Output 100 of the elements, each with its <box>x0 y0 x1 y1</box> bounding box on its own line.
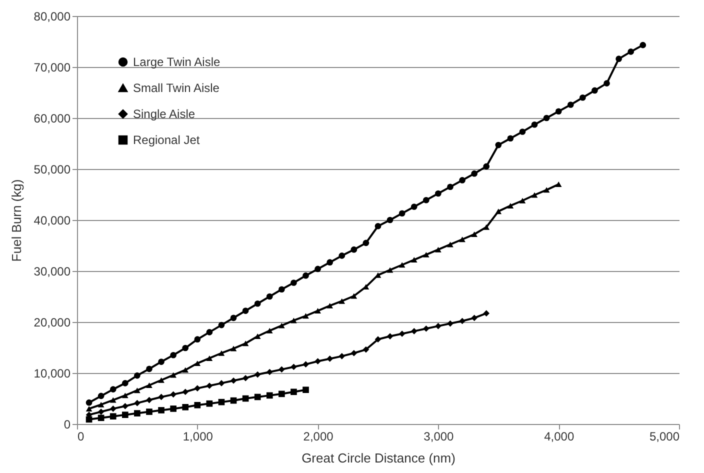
point <box>182 388 189 396</box>
point <box>98 414 104 422</box>
point <box>435 322 442 330</box>
point <box>194 402 201 408</box>
point <box>350 293 358 299</box>
point <box>242 395 249 402</box>
point <box>146 396 152 404</box>
point <box>290 364 297 370</box>
point <box>338 252 346 259</box>
point <box>326 356 333 362</box>
point <box>158 377 164 383</box>
x-tick-label: 2,000 <box>303 430 334 444</box>
point <box>555 182 562 188</box>
point <box>543 187 550 193</box>
y-tick-label: 0 <box>64 418 71 432</box>
point <box>398 210 406 217</box>
point <box>206 382 213 389</box>
point <box>98 392 104 400</box>
point <box>471 170 478 177</box>
point <box>242 340 249 346</box>
point <box>266 392 273 399</box>
point <box>423 196 430 204</box>
point <box>254 394 261 400</box>
point <box>134 400 140 406</box>
point <box>350 350 358 356</box>
point <box>278 390 285 398</box>
y-axis-title: Fuel Burn (kg) <box>8 179 24 262</box>
point <box>86 399 92 406</box>
point <box>194 336 201 342</box>
point <box>218 350 225 356</box>
point <box>374 272 382 278</box>
point <box>507 135 514 142</box>
point <box>158 358 164 365</box>
point <box>182 404 189 410</box>
point <box>134 410 140 416</box>
point <box>362 346 370 353</box>
point <box>122 392 128 398</box>
point <box>302 361 309 368</box>
point <box>435 190 442 197</box>
point <box>110 386 116 392</box>
point <box>170 406 176 412</box>
point <box>519 128 526 135</box>
point <box>278 322 285 328</box>
point <box>386 267 394 273</box>
point <box>194 385 201 392</box>
point <box>326 259 333 266</box>
legend-label: Single Aisle <box>133 107 196 121</box>
point <box>459 236 466 242</box>
point <box>423 325 430 332</box>
point <box>230 314 237 322</box>
point <box>218 398 225 406</box>
point <box>254 300 261 307</box>
point <box>290 388 297 396</box>
y-tick-label: 80,000 <box>34 10 71 24</box>
point <box>410 328 418 334</box>
point <box>110 413 116 420</box>
point <box>158 407 164 414</box>
point <box>398 330 406 337</box>
point <box>616 56 622 62</box>
point <box>122 402 128 410</box>
point <box>628 48 634 55</box>
point <box>182 367 189 373</box>
point <box>471 314 478 322</box>
point <box>218 322 225 328</box>
point <box>122 412 128 418</box>
point <box>483 224 490 230</box>
point <box>86 416 92 423</box>
legend-label: Regional Jet <box>133 133 200 147</box>
point <box>218 380 225 386</box>
point <box>254 371 261 378</box>
point <box>531 121 538 128</box>
point <box>86 406 92 412</box>
point <box>266 328 273 334</box>
point <box>447 184 454 190</box>
point <box>604 80 610 86</box>
point <box>531 192 538 198</box>
y-tick-label: 60,000 <box>34 112 71 126</box>
point <box>302 313 309 319</box>
y-tick-label: 40,000 <box>34 214 71 228</box>
point <box>314 308 321 314</box>
point <box>110 397 116 403</box>
point <box>182 344 189 352</box>
point <box>495 208 502 214</box>
point <box>314 266 321 272</box>
point <box>230 397 237 404</box>
point <box>543 114 550 122</box>
point <box>555 108 562 115</box>
point <box>435 246 442 252</box>
x-tick-label: 5,000 <box>649 430 680 444</box>
point <box>459 318 466 324</box>
point <box>483 310 490 316</box>
point <box>242 374 249 382</box>
point <box>206 400 213 407</box>
point <box>146 366 152 372</box>
point <box>640 42 646 48</box>
point <box>567 102 574 108</box>
point <box>302 272 309 279</box>
point <box>110 406 116 412</box>
point <box>134 388 140 394</box>
point <box>230 377 237 384</box>
